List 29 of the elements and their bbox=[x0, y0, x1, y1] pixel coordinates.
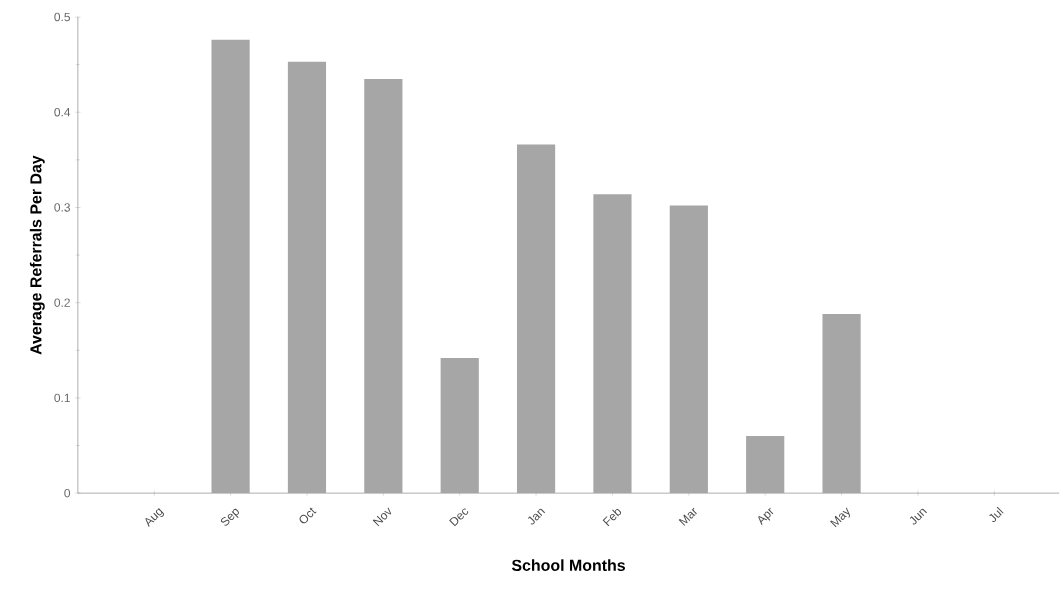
bar bbox=[211, 39, 250, 494]
bar bbox=[593, 194, 632, 494]
bar bbox=[440, 357, 479, 494]
x-tick-label: Feb bbox=[602, 509, 622, 527]
y-tick-label: 0.1 bbox=[54, 393, 70, 403]
x-tick-label: Aug bbox=[145, 508, 165, 527]
x-tick-label: Jun bbox=[909, 508, 927, 525]
x-tick-label: Oct bbox=[299, 507, 317, 524]
bar bbox=[822, 314, 861, 494]
x-axis-title: School Months bbox=[511, 559, 625, 571]
x-tick-label: Sep bbox=[220, 508, 240, 526]
bar bbox=[669, 205, 708, 494]
y-axis-title: Average Referrals Per Day bbox=[29, 155, 45, 355]
x-tick-label: Nov bbox=[372, 507, 392, 527]
y-tick-label: 0.5 bbox=[54, 12, 70, 22]
x-tick-label: Apr bbox=[758, 507, 774, 526]
bar bbox=[364, 78, 403, 494]
bar bbox=[516, 144, 556, 494]
y-tick-label: 0.4 bbox=[54, 107, 71, 117]
bar bbox=[746, 435, 785, 494]
x-tick-label: Jul bbox=[989, 506, 1004, 523]
x-tick-label: May bbox=[830, 507, 850, 528]
y-tick-label: 0 bbox=[64, 488, 71, 498]
x-tick-label: Dec bbox=[449, 508, 469, 527]
x-tick-label: Jan bbox=[527, 508, 546, 525]
y-tick-label: 0.3 bbox=[54, 203, 70, 212]
x-tick-label: Mar bbox=[678, 507, 697, 526]
y-tick-label: 0.2 bbox=[54, 298, 70, 307]
bar bbox=[287, 61, 327, 494]
